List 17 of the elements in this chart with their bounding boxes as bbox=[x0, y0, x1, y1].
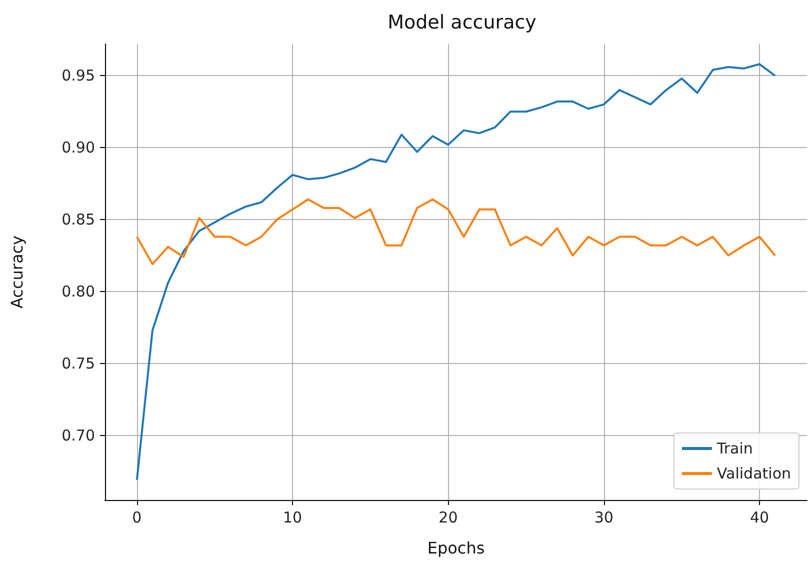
y-tick-label: 0.75 bbox=[62, 354, 95, 372]
x-tick-label: 20 bbox=[438, 508, 458, 526]
legend-label: Train bbox=[716, 440, 753, 458]
line-series bbox=[136, 198, 776, 266]
y-tick-label: 0.95 bbox=[62, 66, 95, 85]
y-tick-label: 0.90 bbox=[62, 138, 95, 157]
chart-title: Model accuracy bbox=[388, 12, 536, 34]
x-tick-label: 30 bbox=[594, 508, 614, 526]
x-tick-label: 40 bbox=[750, 508, 770, 526]
y-tick-label: 0.85 bbox=[62, 210, 95, 228]
x-tick-label: 10 bbox=[283, 508, 302, 526]
y-tick-label: 0.80 bbox=[62, 282, 95, 300]
x-tick-label: 0 bbox=[132, 508, 142, 526]
y-axis-title: Accuracy bbox=[8, 235, 26, 309]
x-axis-title: Epochs bbox=[427, 538, 485, 558]
legend-label: Validation bbox=[716, 464, 792, 482]
y-tick-label: 0.70 bbox=[62, 426, 95, 444]
